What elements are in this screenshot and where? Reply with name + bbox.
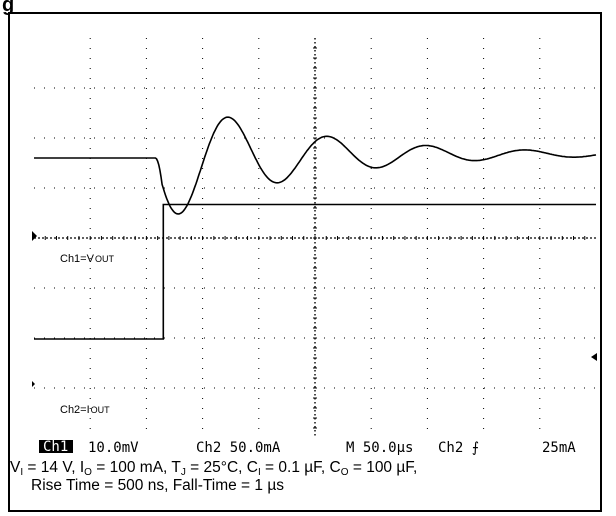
ch2-label-prefix: Ch2=I (60, 404, 90, 416)
ch1-label-sub: OUT (95, 254, 115, 264)
trigger-source: Ch2 ⨍ (438, 440, 479, 456)
status-ch-box-label: Ch1 (43, 439, 68, 455)
ch2-scale: Ch2 50.0mA (196, 440, 281, 456)
ch2-trace (34, 203, 596, 340)
ch2-ground-marker-icon (32, 381, 35, 387)
conditions-caption: VI = 14 V, IO = 100 mA, TJ = 25°C, CI = … (10, 459, 606, 495)
caption-line-2: Rise Time = 500 ns, Fall-Time = 1 µs (31, 477, 284, 494)
figure-frame: Ch1=VOUT Ch2=IOUT Ch1 10.0mV Ch2 50.0mA … (8, 12, 602, 512)
ch1-label-prefix: Ch1=V (60, 253, 95, 265)
timebase: M 50.0µs (346, 440, 413, 456)
ch1-trace (34, 116, 597, 215)
trigger-level: 25mA (542, 440, 576, 456)
ch1-ground-marker-icon (32, 231, 37, 241)
ch1-label: Ch1=VOUT (60, 253, 114, 265)
oscilloscope-plot: Ch1=VOUT Ch2=IOUT Ch1 10.0mV Ch2 50.0mA … (32, 38, 597, 456)
traces (34, 116, 597, 340)
grid (34, 38, 596, 438)
ch2-label: Ch2=IOUT (60, 404, 110, 416)
ch2-label-sub: OUT (91, 405, 111, 415)
caption-line-1: VI = 14 V, IO = 100 mA, TJ = 25°C, CI = … (10, 459, 418, 478)
trigger-level-marker-icon (591, 353, 597, 361)
status-ch-box (39, 440, 73, 453)
ch1-scale: 10.0mV (88, 440, 139, 456)
